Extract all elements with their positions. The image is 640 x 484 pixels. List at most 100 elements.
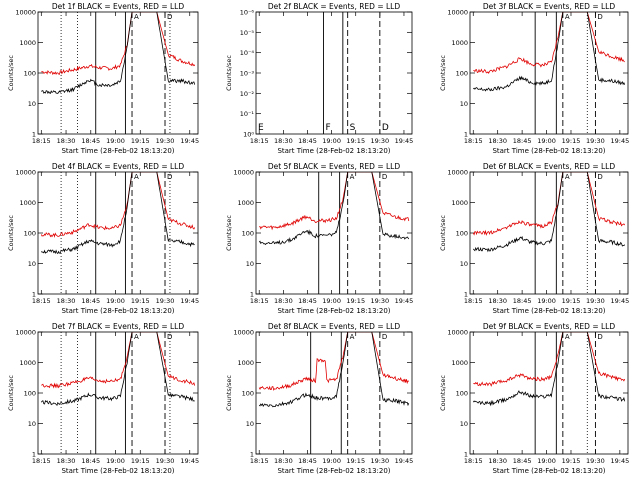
y-tick-label: 10000	[15, 169, 36, 177]
y-tick-label: 1	[32, 451, 36, 459]
x-tick-label: 18:30	[57, 297, 76, 305]
y-axis-label: Counts/sec	[225, 375, 233, 411]
x-tick-label: 19:00	[322, 297, 341, 305]
y-tick-label: 10000	[447, 169, 468, 177]
x-tick-label: 18:45	[513, 457, 532, 465]
x-tick-label: 18:45	[513, 137, 532, 145]
plot-data	[258, 332, 410, 454]
x-tick-label: 18:45	[298, 137, 317, 145]
y-tick-label: 1	[464, 131, 468, 139]
x-tick-label: 19:45	[395, 137, 414, 145]
x-tick-label: 19:30	[586, 457, 605, 465]
y-tick-label: 100	[456, 390, 468, 398]
marker-label: A	[350, 173, 355, 181]
marker-label: D	[597, 333, 602, 341]
y-tick-label: 10	[460, 260, 468, 268]
marker-label: A	[134, 13, 139, 21]
x-tick-label: 19:15	[562, 137, 581, 145]
plot-data	[40, 172, 196, 294]
plot-data	[473, 12, 626, 134]
y-tick-label: 1000	[237, 199, 254, 207]
x-tick-label: 19:00	[537, 137, 556, 145]
y-tick-label: 10	[460, 100, 468, 108]
x-tick-label: 19:30	[370, 457, 389, 465]
detector-panel-9: Det 9f BLACK = Events, RED = LLD 18:15 18:…	[439, 322, 629, 475]
x-tick-label: 19:00	[322, 457, 341, 465]
y-tick-label: 10	[460, 420, 468, 428]
plot-frame	[37, 331, 199, 455]
plot-frame	[255, 11, 413, 135]
detector-panel-6: Det 6f BLACK = Events, RED = LLD 18:15 18:…	[439, 162, 629, 315]
y-tick-label: 1000	[451, 39, 468, 47]
y-tick-label: 100	[456, 230, 468, 238]
y-tick-label: 10⁰	[243, 131, 254, 139]
x-tick-label: 19:15	[131, 137, 150, 145]
marker-label: D	[167, 13, 172, 21]
panel-title: Det 8f BLACK = Events, RED = LLD	[268, 322, 401, 331]
x-tick-label: 18:15	[464, 137, 483, 145]
detector-panel-8: Det 8f BLACK = Events, RED = LLD 18:15 18:…	[225, 322, 413, 475]
y-tick-label: 100	[242, 390, 254, 398]
y-tick-label: 10	[28, 100, 36, 108]
y-tick-label: 10	[246, 420, 254, 428]
x-tick-label: 19:15	[346, 297, 365, 305]
marker-label: A	[565, 173, 570, 181]
detector-panel-3: Det 3f BLACK = Events, RED = LLD 18:15 18:…	[439, 2, 629, 155]
y-axis-label: Counts/sec	[225, 55, 233, 91]
x-tick-label: 18:45	[298, 297, 317, 305]
x-tick-label: 18:30	[488, 457, 507, 465]
lld-series-line	[258, 332, 410, 391]
x-tick-label: 19:45	[395, 297, 414, 305]
marker-label: A	[565, 13, 570, 21]
y-tick-label: 10⁻⁵	[240, 29, 255, 37]
events-series-line	[41, 172, 195, 255]
events-series-line	[472, 332, 626, 407]
marker-label: D	[597, 173, 602, 181]
events-series-line	[40, 332, 195, 407]
y-tick-label: 10	[246, 260, 254, 268]
y-tick-label: 1000	[19, 39, 36, 47]
plot-data	[323, 12, 381, 134]
lld-series-line	[40, 172, 196, 238]
x-tick-label: 19:45	[610, 137, 629, 145]
x-tick-label: 18:30	[57, 457, 76, 465]
marker-label: A	[350, 333, 355, 341]
y-tick-label: 1	[464, 291, 468, 299]
y-axis-label: Counts/sec	[439, 55, 447, 91]
lld-series-line	[41, 332, 196, 389]
y-tick-label: 10	[28, 420, 36, 428]
plot-frame	[255, 331, 413, 455]
y-tick-label: 1	[32, 131, 36, 139]
x-tick-label: 18:30	[274, 137, 293, 145]
x-tick-label: 18:15	[32, 457, 51, 465]
x-tick-label: 19:30	[370, 297, 389, 305]
y-axis-label: Counts/sec	[7, 375, 15, 411]
y-tick-label: 1	[464, 451, 468, 459]
x-tick-label: 19:00	[106, 297, 125, 305]
x-tick-label: 19:15	[131, 297, 150, 305]
x-tick-label: 18:30	[274, 297, 293, 305]
panel-title: Det 7f BLACK = Events, RED = LLD	[52, 322, 185, 331]
x-axis-label: Start Time (28-Feb-02 18:13:20)	[277, 147, 390, 155]
marker-label: E	[258, 123, 264, 133]
x-tick-label: 19:45	[180, 137, 199, 145]
y-tick-label: 100	[456, 70, 468, 78]
y-axis-label: Counts/sec	[439, 215, 447, 251]
y-tick-label: 100	[242, 230, 254, 238]
y-tick-label: 100	[24, 390, 36, 398]
events-series-line	[258, 332, 410, 408]
events-series-line	[258, 172, 410, 246]
events-series-line	[473, 12, 626, 92]
detector-panel-2: Det 2f BLACK = Events, RED = LLD 18:15 18:…	[225, 2, 413, 155]
y-tick-label: 1	[250, 291, 254, 299]
y-tick-label: 10000	[15, 329, 36, 337]
y-tick-label: 10⁻⁶	[240, 9, 255, 17]
x-tick-label: 18:45	[81, 297, 100, 305]
y-tick-label: 1000	[451, 359, 468, 367]
y-tick-label: 10⁻²	[240, 90, 255, 98]
lld-series-line	[259, 172, 410, 231]
x-tick-label: 18:15	[32, 297, 51, 305]
marker-label: A	[565, 333, 570, 341]
x-tick-label: 18:15	[250, 137, 269, 145]
